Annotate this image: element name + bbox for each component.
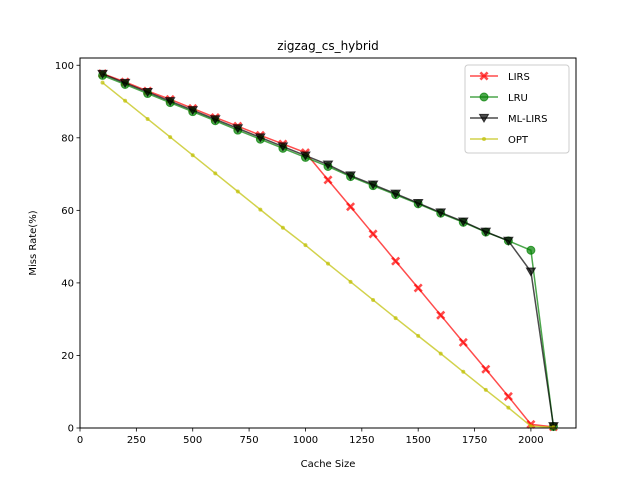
data-point [348, 279, 353, 284]
data-point [168, 135, 173, 140]
data-point [438, 351, 443, 356]
legend-label: LIRS [508, 72, 530, 83]
series-opt [100, 80, 556, 430]
plot-frame [79, 57, 577, 429]
y-axis: 0 20 40 60 80 100 [55, 61, 80, 435]
legend-item: ML-LIRS [470, 113, 547, 125]
data-point [254, 133, 266, 143]
data-point [525, 267, 537, 277]
data-point [213, 171, 218, 176]
data-point [551, 425, 556, 430]
data-point [526, 245, 536, 255]
x-tick-label: 500 [183, 435, 202, 446]
data-point [97, 69, 108, 79]
data-point [458, 337, 468, 347]
data-point [416, 333, 421, 338]
data-point [390, 189, 402, 199]
data-point [368, 229, 378, 239]
data-point [277, 142, 289, 152]
data-point [190, 153, 195, 158]
x-axis-label: Cache Size [301, 459, 356, 470]
data-point [235, 189, 240, 194]
data-point [391, 256, 401, 266]
legend-label: ML-LIRS [508, 114, 547, 125]
data-point [187, 106, 199, 116]
data-point [480, 227, 492, 237]
legend-item: LRU [470, 92, 528, 104]
legend-label: OPT [508, 135, 529, 146]
x-tick-label: 250 [127, 435, 146, 446]
data-point [119, 78, 131, 89]
x-tick-label: 750 [240, 435, 259, 446]
series-layer [97, 69, 559, 432]
legend-marker [479, 92, 489, 102]
data-point [393, 316, 398, 321]
data-point [435, 208, 447, 218]
data-point [483, 387, 488, 392]
data-point [345, 171, 356, 181]
data-point [280, 225, 285, 230]
data-point [413, 283, 423, 293]
data-point [164, 97, 176, 107]
data-point [457, 217, 469, 227]
data-point [367, 180, 379, 190]
data-point [232, 124, 244, 134]
data-point [461, 369, 466, 374]
data-point [300, 151, 311, 161]
data-point [502, 236, 514, 246]
x-tick-label: 1000 [293, 435, 318, 446]
legend-marker [482, 137, 486, 141]
chart-title: zigzag_cs_hybrid [277, 39, 379, 53]
legend-marker [478, 113, 490, 124]
x-tick-label: 0 [77, 435, 83, 446]
y-tick-label: 100 [55, 61, 74, 72]
y-axis-label: Miss Rate(%) [28, 210, 39, 275]
data-point [481, 364, 491, 374]
data-point [209, 115, 221, 125]
data-point [436, 310, 446, 320]
y-tick-label: 0 [68, 424, 74, 435]
y-tick-label: 20 [61, 351, 74, 362]
x-tick-label: 1250 [349, 435, 374, 446]
x-tick-label: 2000 [518, 435, 543, 446]
data-point [145, 116, 150, 121]
data-point [506, 405, 511, 410]
data-point [528, 424, 533, 429]
legend-frame [464, 64, 570, 154]
legend-item: OPT [470, 135, 529, 146]
data-point [371, 297, 376, 302]
data-point [123, 98, 128, 103]
y-tick-label: 60 [61, 206, 74, 217]
x-tick-label: 1500 [405, 435, 430, 446]
legend-label: LRU [508, 93, 528, 104]
x-tick-label: 1750 [462, 435, 487, 446]
data-point [322, 160, 334, 170]
series-ml-lirs [97, 69, 559, 432]
data-point [412, 198, 424, 209]
data-point [346, 202, 356, 212]
data-point [258, 207, 263, 212]
legend: LIRS LRU ML-LIRS OPT [464, 64, 570, 154]
data-point [303, 243, 308, 248]
x-axis: 0 250 500 750 1000 1250 1500 1750 2000 [77, 428, 544, 446]
data-point [326, 261, 330, 266]
y-tick-label: 40 [61, 278, 74, 289]
data-point [503, 391, 513, 401]
data-point [323, 175, 333, 185]
data-point [142, 87, 154, 98]
legend-item: LIRS [470, 71, 530, 83]
y-tick-label: 80 [61, 133, 74, 144]
legend-marker [479, 71, 489, 81]
data-point [100, 80, 105, 85]
